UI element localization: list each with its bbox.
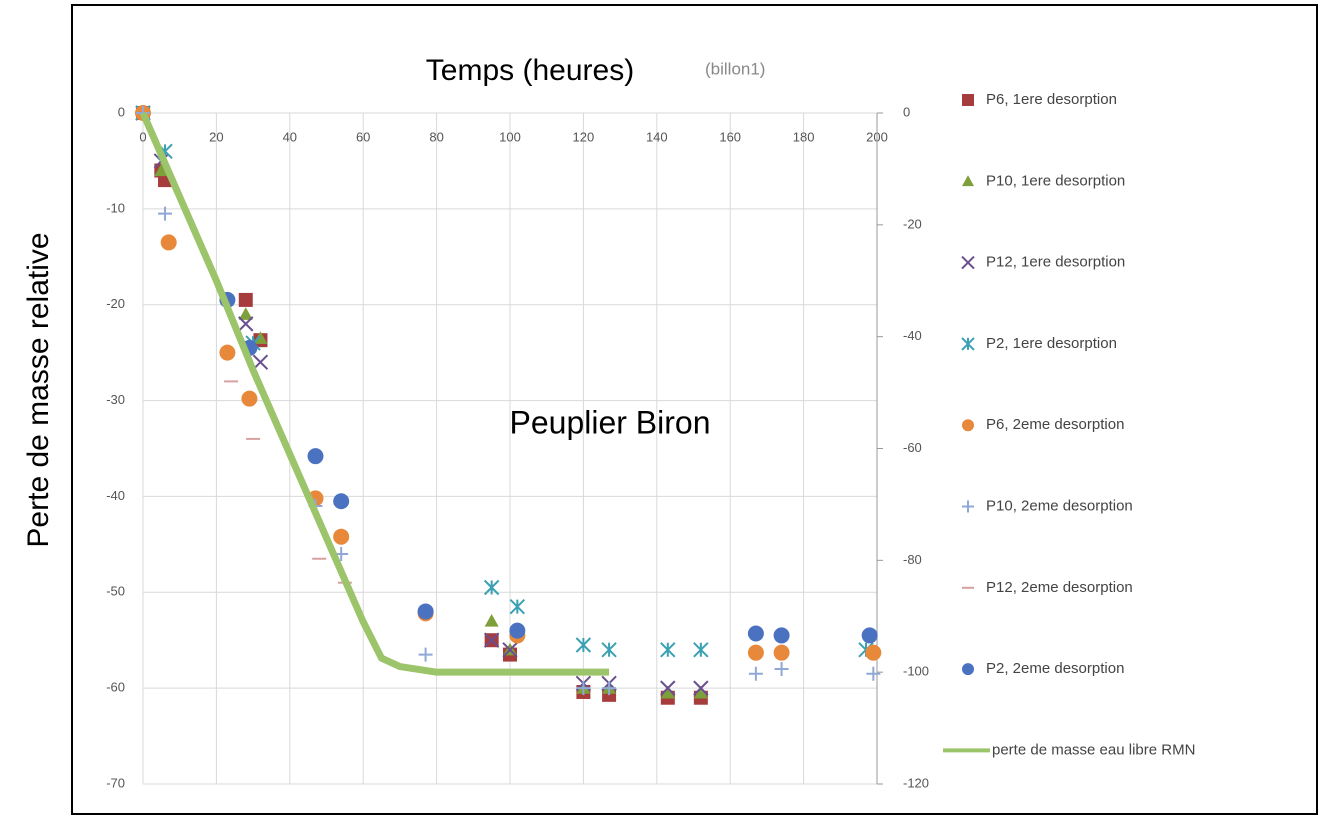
- legend-swatch: [962, 419, 975, 432]
- x-tick-label: 160: [719, 129, 741, 144]
- data-point: [660, 642, 676, 658]
- y-tick-label: -30: [106, 392, 125, 407]
- x-tick-label: 100: [499, 129, 521, 144]
- data-point: [154, 163, 169, 177]
- x-tick-label: 140: [646, 129, 668, 144]
- data-point: [774, 661, 789, 676]
- frame: [71, 4, 1318, 815]
- y2-tick-label: -60: [903, 440, 922, 455]
- y2-tick-label: -20: [903, 216, 922, 231]
- data-point: [484, 614, 499, 627]
- y-tick-label: -70: [106, 775, 125, 790]
- data-point: [509, 598, 526, 615]
- data-point: [502, 642, 518, 658]
- data-point: [238, 307, 253, 320]
- y2-tick-label: 0: [903, 104, 910, 119]
- data-point: [747, 625, 764, 642]
- y-tick-label: -60: [106, 680, 125, 695]
- legend-swatch: [962, 94, 974, 106]
- chart-title: Temps (heures): [426, 54, 634, 87]
- data-point: [333, 493, 350, 510]
- legend-swatch: [961, 337, 975, 351]
- legend-label: P10, 2eme desorption: [986, 497, 1133, 514]
- data-point: [747, 644, 764, 661]
- y2-tick-label: -100: [903, 664, 929, 679]
- data-point: [418, 647, 433, 662]
- data-point: [865, 644, 882, 661]
- data-line: [139, 111, 610, 676]
- legend-label: P2, 1ere desorption: [986, 335, 1117, 352]
- data-point: [252, 354, 269, 370]
- legend-label: perte de masse eau libre RMN: [992, 741, 1195, 758]
- x-tick-label: 120: [573, 129, 595, 144]
- annotation: Peuplier Biron: [510, 404, 711, 440]
- data-point: [660, 680, 676, 696]
- y-axis-label: Perte de masse relative: [22, 232, 55, 547]
- data-point: [160, 234, 177, 251]
- data-point: [483, 632, 500, 648]
- data-point: [660, 685, 675, 699]
- data-point: [576, 681, 591, 696]
- chart-subtitle: (billon1): [705, 59, 765, 78]
- x-tick-label: 80: [429, 129, 443, 144]
- data-point: [241, 390, 258, 407]
- data-point: [693, 685, 708, 699]
- data-point: [601, 642, 617, 658]
- y-tick-label: -50: [106, 584, 125, 599]
- data-point: [333, 528, 350, 545]
- x-tick-label: 0: [139, 129, 146, 144]
- y2-tick-label: -120: [903, 775, 929, 790]
- legend-label: P6, 2eme desorption: [986, 416, 1124, 433]
- data-point: [866, 666, 881, 681]
- x-tick-label: 20: [209, 129, 223, 144]
- data-point: [773, 644, 790, 661]
- data-point: [602, 681, 617, 696]
- data-point: [483, 579, 500, 596]
- y-tick-label: -10: [106, 200, 125, 215]
- legend-swatch: [962, 175, 974, 187]
- y2-tick-label: -80: [903, 552, 922, 567]
- legend-label: P6, 1ere desorption: [986, 91, 1117, 108]
- data-point: [575, 637, 592, 653]
- y-tick-label: -20: [106, 296, 125, 311]
- data-point: [253, 331, 268, 344]
- data-point: [238, 292, 253, 307]
- data-point: [509, 622, 526, 639]
- legend-label: P2, 2eme desorption: [986, 660, 1124, 677]
- legend-label: P12, 1ere desorption: [986, 254, 1125, 271]
- data-point: [158, 206, 173, 221]
- data-point: [307, 448, 324, 465]
- data-point: [773, 627, 790, 644]
- y2-tick-label: -40: [903, 328, 922, 343]
- x-tick-label: 40: [283, 129, 297, 144]
- legend-label: P12, 2eme desorption: [986, 579, 1133, 596]
- data-point: [238, 316, 254, 332]
- data-point: [219, 344, 236, 361]
- x-tick-label: 180: [793, 129, 815, 144]
- data-point: [417, 603, 434, 620]
- data-point: [693, 680, 709, 696]
- x-tick-label: 60: [356, 129, 370, 144]
- legend-swatch: [962, 663, 975, 676]
- legend-label: P10, 1ere desorption: [986, 172, 1125, 189]
- legend-swatch: [962, 500, 974, 513]
- data-point: [693, 642, 709, 658]
- legend-swatch: [961, 255, 975, 270]
- y-tick-label: -40: [106, 488, 125, 503]
- data-point: [861, 627, 878, 644]
- y-tick-label: 0: [118, 104, 125, 119]
- data-point: [748, 666, 763, 681]
